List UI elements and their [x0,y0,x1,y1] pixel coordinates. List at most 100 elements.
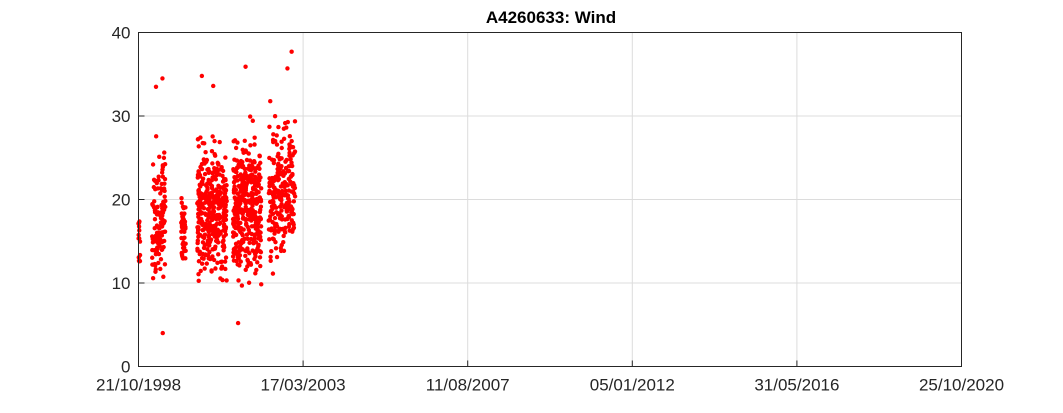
data-point [257,209,263,215]
data-point [158,215,164,221]
data-point [272,228,278,233]
data-point [203,222,208,227]
data-point [180,245,186,251]
data-point [219,266,224,271]
data-point [210,231,215,237]
data-point [233,232,239,238]
data-point [213,266,218,271]
data-point [208,256,213,262]
data-point [156,224,161,230]
data-point [244,232,250,237]
data-point [205,218,210,223]
data-point [223,155,228,160]
data-point [267,124,272,129]
data-point [256,229,262,234]
data-point [195,246,200,252]
data-point [233,225,238,231]
data-point [271,158,277,163]
data-point [196,144,201,149]
data-point [211,209,217,214]
data-point [215,168,220,173]
data-point [162,181,167,186]
data-point [235,196,240,202]
data-point [279,201,284,207]
data-point [233,145,239,151]
y-tick-label: 30 [112,107,131,126]
data-point [257,255,263,260]
data-point [211,205,217,210]
data-point [209,269,214,274]
data-point [162,150,167,155]
data-point [268,214,273,219]
data-point [208,191,213,197]
data-point [235,320,241,326]
data-point [209,178,214,183]
data-point [253,220,259,225]
data-point [249,193,255,199]
data-point [283,165,289,171]
data-point [288,204,294,209]
data-point [269,175,275,181]
data-point [253,271,258,276]
data-point [285,66,290,71]
data-point [244,183,249,188]
data-point [209,148,215,154]
data-point [276,151,281,157]
chart-title: A4260633: Wind [486,8,616,27]
data-point [207,181,213,187]
data-points [136,49,298,336]
data-point [235,251,241,256]
data-point [222,259,228,264]
x-tick-label: 25/10/2020 [919,376,1004,395]
data-point [242,138,247,143]
data-point [201,235,207,241]
data-point [150,162,156,167]
y-axis-ticks: 0 10 20 30 40 [112,24,145,377]
data-point [253,174,258,179]
data-point [216,206,221,211]
data-point [268,258,273,264]
data-point [179,220,184,225]
data-point [160,76,165,81]
data-point [218,190,224,195]
data-point [244,222,249,227]
data-point [279,208,284,213]
data-point [270,198,275,204]
data-point [179,235,184,241]
data-point [254,267,259,273]
data-point [153,267,158,272]
data-point [198,232,203,238]
data-point [198,191,204,196]
data-point [198,184,203,189]
data-point [279,139,284,144]
data-point [289,49,294,54]
data-point [234,158,240,163]
data-point [254,201,259,206]
data-point [252,142,257,147]
data-point [159,206,165,211]
data-point [240,147,245,153]
data-point [210,161,215,166]
data-point [258,263,263,269]
data-point [279,145,284,151]
data-point [245,264,250,269]
data-point [219,164,224,170]
data-point [150,255,155,260]
data-point [195,238,201,243]
data-point [196,278,201,284]
data-point [152,199,157,204]
data-point [216,240,221,245]
data-point [251,241,256,246]
data-point [256,172,262,177]
data-point [247,240,252,246]
data-point [270,236,276,241]
data-point [248,236,254,242]
data-point [238,185,243,190]
data-point [214,187,219,192]
data-point [215,230,220,235]
data-point [289,210,294,215]
data-point [212,153,218,158]
data-point [243,64,248,69]
data-point [239,207,244,212]
x-tick-label: 05/01/2012 [590,376,675,395]
